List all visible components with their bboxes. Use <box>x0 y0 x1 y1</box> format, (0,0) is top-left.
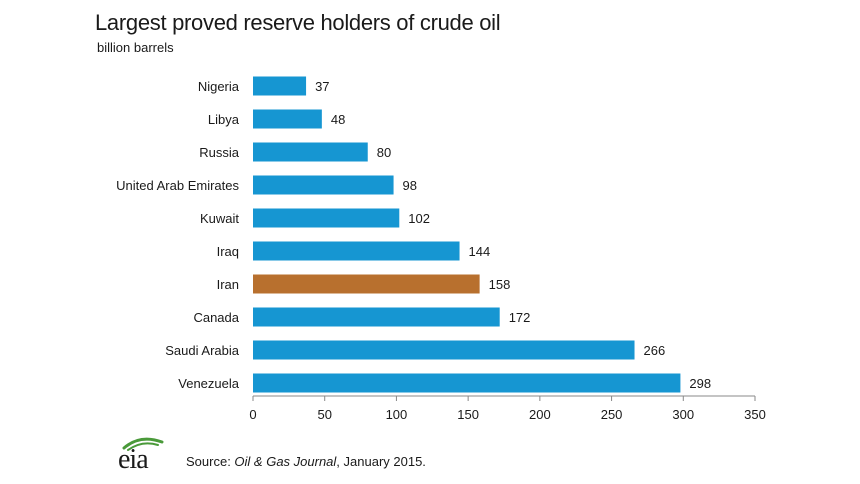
x-tick-label: 350 <box>744 407 766 422</box>
source-prefix: Source: <box>186 454 235 469</box>
bar <box>253 208 400 228</box>
source-journal: Oil & Gas Journal <box>234 454 337 469</box>
data-label: 298 <box>689 376 711 391</box>
data-label: 144 <box>469 244 491 259</box>
data-label: 98 <box>403 178 417 193</box>
x-tick-label: 250 <box>601 407 623 422</box>
data-label: 102 <box>408 211 430 226</box>
category-label: Kuwait <box>200 211 239 226</box>
source-note: Source: Oil & Gas Journal, January 2015. <box>186 454 426 469</box>
category-label: Nigeria <box>198 79 240 94</box>
x-tick-label: 300 <box>672 407 694 422</box>
category-label: Venezuela <box>178 376 239 391</box>
category-label: Libya <box>208 112 240 127</box>
category-label: Iran <box>217 277 239 292</box>
source-suffix: , January 2015. <box>336 454 426 469</box>
category-label: Saudi Arabia <box>165 343 239 358</box>
bar <box>253 109 322 129</box>
bar-highlight <box>253 274 480 294</box>
x-tick-label: 0 <box>249 407 256 422</box>
bar <box>253 241 460 261</box>
chart-title: Largest proved reserve holders of crude … <box>95 10 501 35</box>
bar <box>253 340 635 360</box>
bar <box>253 175 394 195</box>
bar <box>253 373 681 393</box>
category-label: Canada <box>193 310 239 325</box>
chart-subtitle: billion barrels <box>97 40 174 55</box>
eia-logo-text: eia <box>118 444 149 475</box>
x-tick-label: 150 <box>457 407 479 422</box>
data-label: 158 <box>489 277 511 292</box>
bar <box>253 76 307 96</box>
category-label: Russia <box>199 145 240 160</box>
bar <box>253 142 368 162</box>
eia-logo: eia <box>118 432 170 475</box>
data-label: 172 <box>509 310 531 325</box>
category-label: Iraq <box>217 244 239 259</box>
bar <box>253 307 500 327</box>
footer: eia <box>118 432 170 475</box>
x-axis: 0 50 100 150 200 250 300 350 <box>249 395 766 422</box>
data-label: 80 <box>377 145 391 160</box>
category-label: United Arab Emirates <box>116 178 239 193</box>
eia-logo-arc-icon <box>122 437 164 451</box>
x-tick-label: 100 <box>386 407 408 422</box>
bars-layer: Nigeria 37 Libya 48 Russia 80 United Arab Emir… <box>116 76 711 393</box>
x-tick-label: 50 <box>317 407 331 422</box>
data-label: 48 <box>331 112 345 127</box>
x-tick-label: 200 <box>529 407 551 422</box>
data-label: 266 <box>644 343 666 358</box>
data-label: 37 <box>315 79 329 94</box>
